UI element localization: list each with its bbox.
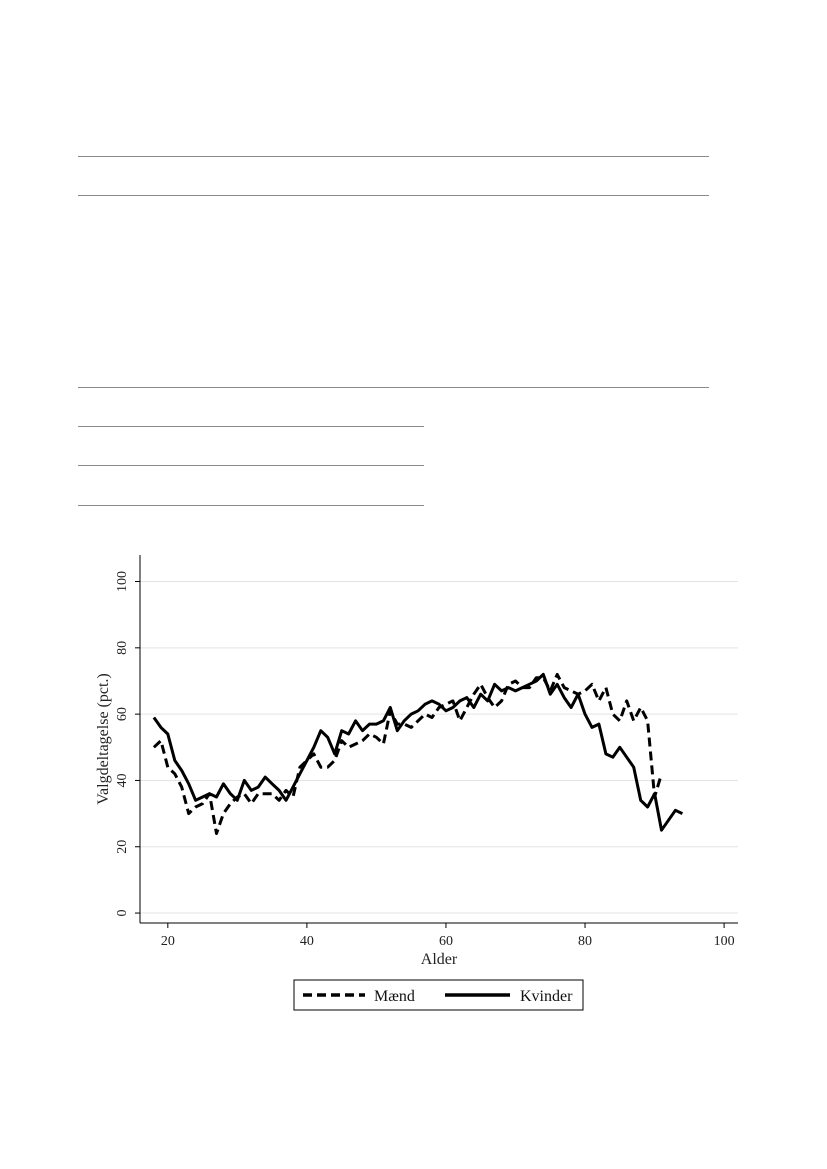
gridlines — [140, 581, 738, 914]
x-axis-ticks: 20 40 60 80 100 — [161, 923, 735, 949]
short-rule-2 — [78, 465, 424, 466]
y-tick-label-80: 80 — [115, 641, 130, 655]
y-tick-label-100: 100 — [115, 571, 130, 592]
legend: Mænd Kvinder — [293, 979, 584, 1011]
y-axis-ticks: 0 20 40 60 80 100 — [115, 571, 140, 917]
legend-label-kvinder: Kvinder — [520, 988, 573, 1005]
top-rule-2 — [78, 195, 709, 196]
short-rule-3 — [78, 505, 424, 506]
short-rule-1 — [78, 426, 424, 427]
y-axis-title: Valgdeltagelse (pct.) — [95, 673, 112, 805]
y-tick-label-0: 0 — [115, 910, 130, 917]
x-tick-label-80: 80 — [578, 934, 592, 949]
x-tick-label-60: 60 — [439, 934, 453, 949]
mid-rule — [78, 387, 709, 388]
legend-label-maend: Mænd — [374, 988, 415, 1005]
x-tick-label-20: 20 — [161, 934, 175, 949]
y-tick-label-60: 60 — [115, 707, 130, 721]
x-axis-title: Alder — [421, 951, 458, 968]
series-line-kvinder — [152, 672, 684, 832]
x-tick-label-100: 100 — [714, 934, 735, 949]
series-lines — [152, 672, 684, 835]
series-line-maend — [152, 672, 663, 835]
legend-box — [293, 979, 584, 1011]
y-tick-label-20: 20 — [115, 840, 130, 854]
top-rule-1 — [78, 156, 709, 157]
y-tick-label-40: 40 — [115, 773, 130, 787]
x-tick-label-40: 40 — [300, 934, 314, 949]
